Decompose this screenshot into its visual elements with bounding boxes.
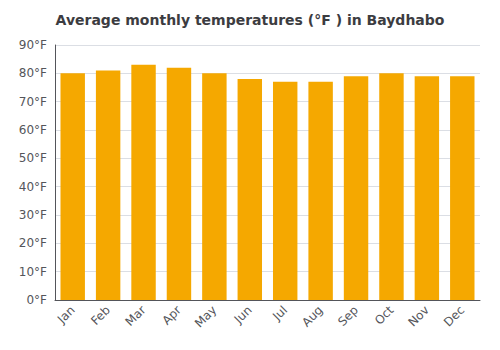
svg-text:70°F: 70°F: [19, 95, 47, 109]
svg-text:50°F: 50°F: [19, 151, 47, 165]
svg-text:Nov: Nov: [405, 303, 431, 329]
svg-text:Oct: Oct: [372, 303, 397, 328]
svg-text:40°F: 40°F: [19, 180, 47, 194]
svg-text:Jan: Jan: [54, 303, 78, 327]
svg-text:0°F: 0°F: [26, 293, 47, 307]
svg-text:Jun: Jun: [231, 303, 255, 327]
svg-text:10°F: 10°F: [19, 265, 47, 279]
svg-text:Aug: Aug: [299, 303, 325, 329]
svg-text:60°F: 60°F: [19, 123, 47, 137]
svg-text:Dec: Dec: [441, 303, 467, 329]
svg-text:May: May: [192, 303, 219, 330]
svg-text:Jul: Jul: [269, 303, 290, 324]
svg-text:Feb: Feb: [88, 303, 113, 328]
svg-text:20°F: 20°F: [19, 236, 47, 250]
svg-text:Mar: Mar: [123, 303, 149, 329]
svg-text:90°F: 90°F: [19, 38, 47, 52]
svg-text:30°F: 30°F: [19, 208, 47, 222]
svg-text:Sep: Sep: [335, 303, 361, 329]
svg-text:Average monthly temperatures (: Average monthly temperatures (°F ) in Ba…: [56, 12, 445, 28]
svg-text:Apr: Apr: [159, 303, 184, 328]
svg-text:80°F: 80°F: [19, 66, 47, 80]
